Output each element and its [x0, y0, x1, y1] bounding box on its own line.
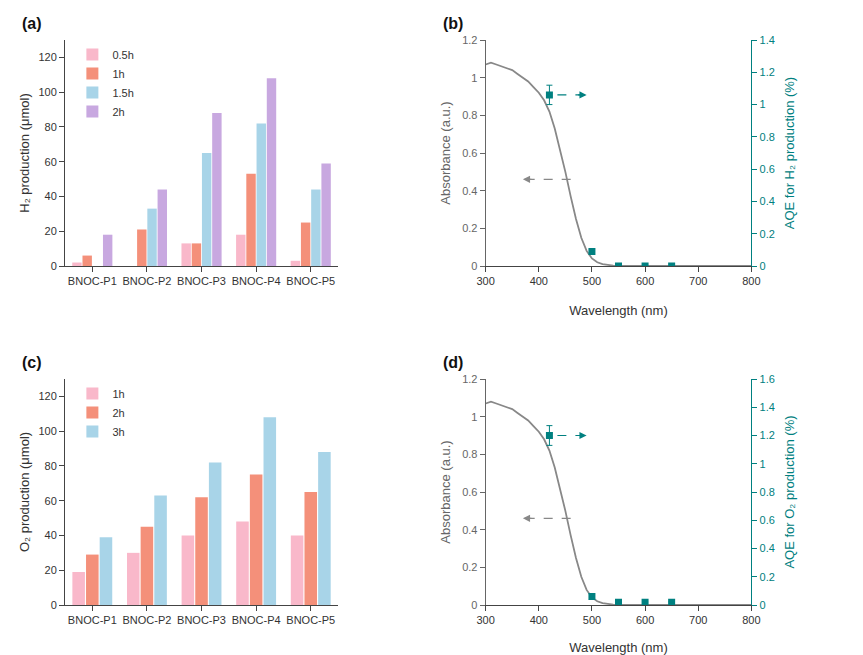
svg-text:BNOC-P5: BNOC-P5: [286, 275, 335, 287]
svg-text:0.6: 0.6: [462, 486, 477, 498]
svg-text:0.8: 0.8: [462, 109, 477, 121]
svg-text:400: 400: [530, 614, 548, 626]
svg-text:1.5h: 1.5h: [112, 87, 133, 99]
svg-text:0: 0: [471, 260, 477, 272]
svg-text:1.4: 1.4: [760, 34, 775, 46]
svg-text:(b): (b): [443, 15, 463, 32]
svg-text:0.6: 0.6: [462, 147, 477, 159]
svg-text:800: 800: [742, 275, 760, 287]
svg-text:H₂ production (μmol): H₂ production (μmol): [17, 93, 32, 212]
svg-text:60: 60: [45, 495, 57, 507]
svg-text:120: 120: [38, 390, 56, 402]
svg-text:500: 500: [583, 275, 601, 287]
svg-text:1.2: 1.2: [462, 34, 477, 46]
svg-text:Absorbance (a.u.): Absorbance (a.u.): [438, 101, 453, 204]
svg-text:300: 300: [476, 614, 494, 626]
svg-text:0.4: 0.4: [462, 524, 477, 536]
svg-text:BNOC-P1: BNOC-P1: [68, 614, 117, 626]
svg-text:1.2: 1.2: [760, 429, 775, 441]
svg-text:100: 100: [38, 86, 56, 98]
svg-text:20: 20: [45, 564, 57, 576]
svg-text:BNOC-P5: BNOC-P5: [286, 614, 335, 626]
svg-text:AQE for H₂ production (%): AQE for H₂ production (%): [782, 77, 797, 229]
svg-text:0: 0: [760, 260, 766, 272]
svg-text:1.4: 1.4: [760, 401, 775, 413]
svg-text:80: 80: [45, 121, 57, 133]
svg-text:1: 1: [471, 411, 477, 423]
svg-text:AQE for O₂ production (%): AQE for O₂ production (%): [782, 415, 797, 568]
svg-text:600: 600: [636, 275, 654, 287]
svg-text:0.5h: 0.5h: [112, 49, 133, 61]
svg-text:1: 1: [760, 98, 766, 110]
svg-text:600: 600: [636, 614, 654, 626]
svg-text:0.6: 0.6: [760, 514, 775, 526]
svg-text:300: 300: [476, 275, 494, 287]
svg-text:1: 1: [471, 72, 477, 84]
svg-text:0.8: 0.8: [760, 131, 775, 143]
svg-text:Wavelength (nm): Wavelength (nm): [569, 303, 668, 318]
svg-text:2h: 2h: [112, 407, 124, 419]
svg-text:O₂ production (μmol): O₂ production (μmol): [17, 432, 32, 552]
svg-text:120: 120: [38, 51, 56, 63]
svg-text:(c): (c): [22, 354, 42, 371]
svg-text:BNOC-P1: BNOC-P1: [68, 275, 117, 287]
svg-text:0.8: 0.8: [760, 486, 775, 498]
svg-text:0: 0: [471, 599, 477, 611]
svg-text:0.2: 0.2: [760, 571, 775, 583]
svg-text:BNOC-P3: BNOC-P3: [177, 614, 226, 626]
svg-text:0.4: 0.4: [462, 185, 477, 197]
svg-text:1h: 1h: [112, 68, 124, 80]
svg-text:BNOC-P3: BNOC-P3: [177, 275, 226, 287]
svg-text:BNOC-P4: BNOC-P4: [232, 614, 281, 626]
svg-text:1.6: 1.6: [760, 373, 775, 385]
svg-text:(a): (a): [22, 15, 42, 32]
svg-text:800: 800: [742, 614, 760, 626]
svg-text:400: 400: [530, 275, 548, 287]
svg-text:500: 500: [583, 614, 601, 626]
svg-text:1.2: 1.2: [462, 373, 477, 385]
svg-text:0.4: 0.4: [760, 542, 775, 554]
svg-text:Absorbance (a.u.): Absorbance (a.u.): [438, 440, 453, 543]
svg-text:1: 1: [760, 458, 766, 470]
svg-text:700: 700: [689, 614, 707, 626]
svg-text:0: 0: [760, 599, 766, 611]
svg-text:40: 40: [45, 529, 57, 541]
svg-text:3h: 3h: [112, 426, 124, 438]
svg-text:BNOC-P2: BNOC-P2: [122, 275, 171, 287]
svg-text:0.8: 0.8: [462, 448, 477, 460]
svg-text:0.4: 0.4: [760, 195, 775, 207]
svg-text:0.2: 0.2: [462, 222, 477, 234]
svg-text:0.6: 0.6: [760, 163, 775, 175]
svg-text:80: 80: [45, 460, 57, 472]
svg-text:Wavelength (nm): Wavelength (nm): [569, 640, 668, 655]
svg-text:60: 60: [45, 156, 57, 168]
svg-text:100: 100: [38, 425, 56, 437]
svg-text:20: 20: [45, 225, 57, 237]
svg-text:0.2: 0.2: [462, 561, 477, 573]
svg-text:1h: 1h: [112, 388, 124, 400]
svg-text:0.2: 0.2: [760, 228, 775, 240]
svg-text:1.2: 1.2: [760, 66, 775, 78]
svg-text:0: 0: [51, 599, 57, 611]
svg-text:40: 40: [45, 190, 57, 202]
svg-text:700: 700: [689, 275, 707, 287]
svg-text:BNOC-P4: BNOC-P4: [232, 275, 281, 287]
svg-text:0: 0: [51, 260, 57, 272]
svg-text:(d): (d): [443, 354, 463, 371]
svg-text:BNOC-P2: BNOC-P2: [122, 614, 171, 626]
svg-text:2h: 2h: [112, 106, 124, 118]
